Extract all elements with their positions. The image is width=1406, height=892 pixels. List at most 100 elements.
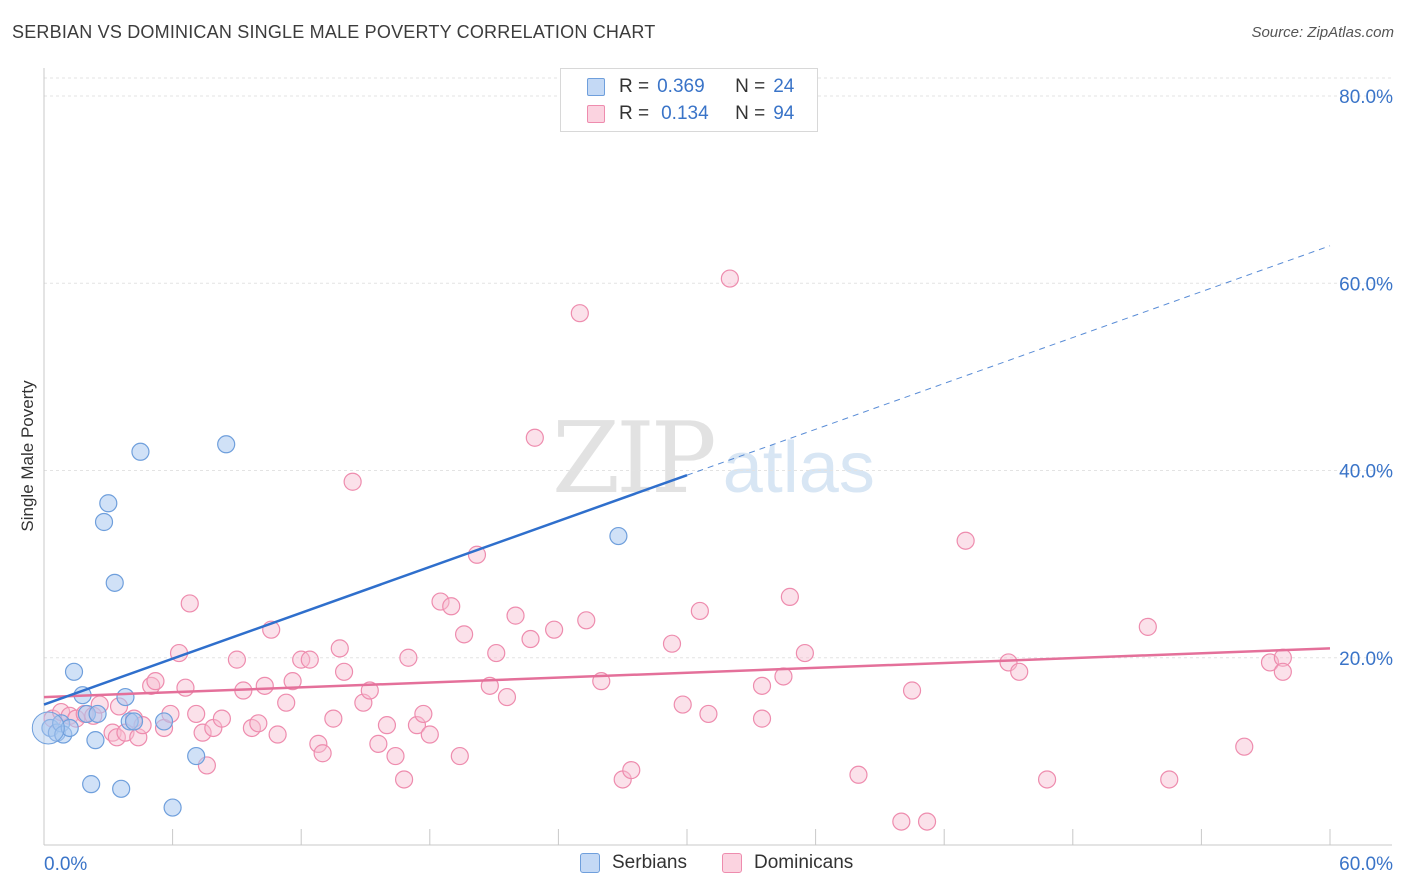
dominicans-point-64 [545,620,564,639]
dominicans-point-93 [1273,662,1292,681]
serbians-legend-label: Serbians [612,852,687,873]
dominicans-point-52 [420,725,439,744]
serbians-point-16 [124,712,144,731]
dominicans-point-54 [442,597,461,616]
r-label: R = [619,76,650,97]
serbians-r-value: 0.369 [657,76,705,97]
watermark-zip: ZIP [552,402,717,516]
dominicans-point-69 [622,760,641,780]
dominicans-point-33 [277,693,296,712]
dominicans-point-76 [752,676,772,695]
dominicans-point-87 [1037,770,1057,789]
correlation-legend: R = 0.369 N = 24 R = 0.134 N = 94 [560,68,818,132]
serbians-point-17 [131,442,150,461]
dominicans-point-74 [720,269,739,288]
dominicans-swatch [587,105,605,123]
dominicans-point-84 [956,531,975,550]
legend-item-serbians[interactable]: Serbians [580,852,687,874]
dominicans-point-40 [330,639,349,658]
series-legend: Serbians Dominicans [0,852,1406,876]
dominicans-point-81 [892,812,911,831]
dominicans-point-25 [212,709,231,728]
serbians-point-22 [609,526,628,546]
dominicans-point-65 [570,304,589,323]
dominicans-r-value: 0.134 [661,103,709,124]
y-tick-label-40: 40.0% [1339,462,1393,483]
dominicans-point-41 [334,662,354,681]
dominicans-point-50 [407,716,427,735]
dominicans-point-53 [431,592,450,611]
serbians-point-8 [82,775,101,794]
dominicans-point-78 [780,587,799,606]
watermark-atlas: atlas [722,428,875,508]
dominicans-point-8 [107,728,126,747]
dominicans-point-75 [752,709,772,728]
serbians-point-23 [88,704,107,724]
dominicans-point-62 [521,629,540,649]
dominicans-trend-line [43,647,1331,699]
dominicans-point-34 [283,672,302,691]
dominicans-point-48 [394,770,414,789]
dominicans-legend-swatch [722,853,742,873]
serbians-point-21 [217,435,236,454]
dominicans-point-15 [146,672,165,691]
serbians-trend-line [43,474,688,706]
dominicans-point-66 [577,611,596,630]
chart-title: SERBIAN VS DOMINICAN SINGLE MALE POVERTY… [12,22,656,42]
n-label: N = [735,103,766,124]
dominicans-point-47 [386,746,405,766]
serbians-point-11 [99,494,118,513]
dominicans-point-73 [699,704,718,724]
y-tick-label-20: 20.0% [1339,649,1393,670]
dominicans-point-83 [917,812,937,831]
dominicans-point-36 [300,650,319,669]
dominicans-n-value: 94 [773,103,795,124]
serbians-n-value: 24 [773,76,795,97]
dominicans-point-90 [1235,737,1254,756]
serbians-point-4 [60,718,79,738]
dominicans-point-37 [309,734,328,753]
dominicans-point-38 [313,744,332,763]
serbians-point-13 [112,779,131,798]
serbians-point-19 [154,712,174,731]
watermark: ZIP atlas [552,402,875,516]
dominicans-point-89 [1160,770,1179,789]
x-tick-label-60: 60.0% [1339,854,1393,875]
dominicans-point-63 [525,428,544,447]
dominicans-point-79 [795,643,814,663]
dominicans-point-44 [360,681,379,700]
dominicans-point-55 [450,746,469,766]
dominicans-point-22 [193,723,212,742]
source-label: Source: ZipAtlas.com [1251,24,1394,41]
dominicans-point-19 [176,678,195,697]
dominicans-point-59 [487,643,506,663]
serbians-legend-swatch [580,853,600,873]
dominicans-point-21 [187,704,206,724]
serbians-point-10 [94,512,114,532]
dominicans-point-61 [506,606,525,625]
y-tick-label-80: 80.0% [1339,87,1393,108]
legend-item-dominicans[interactable]: Dominicans [722,852,853,874]
dominicans-point-30 [255,676,274,695]
dominicans-point-71 [673,695,692,714]
dominicans-point-39 [324,709,343,728]
dominicans-point-32 [268,725,287,744]
n-label: N = [735,76,766,97]
dominicans-point-82 [902,681,922,700]
y-tick-label-60: 60.0% [1339,274,1393,295]
dominicans-point-20 [180,594,199,613]
serbians-point-18 [163,798,182,817]
serbians-point-14 [116,687,135,707]
dominicans-point-46 [377,716,397,735]
serbians-trend-extension [686,245,1331,476]
dominicans-point-72 [690,601,709,621]
dominicans-point-88 [1138,617,1157,636]
dominicans-point-29 [249,714,268,733]
dominicans-point-56 [454,625,474,644]
dominicans-point-45 [369,734,388,753]
serbians-point-5 [64,662,84,681]
legend-row-serbians: R = 0.369 N = 24 [587,75,794,99]
serbians-point-9 [86,731,105,750]
serbians-point-cluster [31,711,65,745]
